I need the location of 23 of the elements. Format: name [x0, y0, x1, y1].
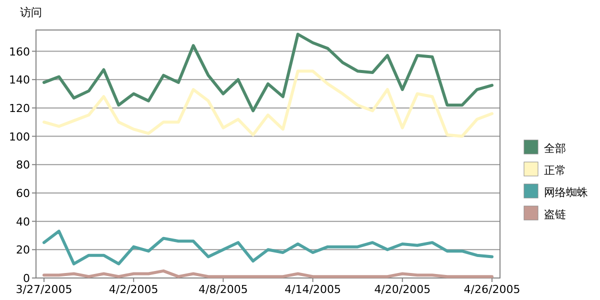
y-tick-label: 140: [9, 74, 30, 87]
line-series: [42, 230, 494, 266]
y-tick-label: 20: [16, 244, 30, 257]
legend-label: 盗链: [544, 208, 566, 221]
y-tick-label: 60: [16, 186, 30, 200]
y-tick-label: 120: [9, 102, 30, 115]
x-tick-label: 4/8/2005: [198, 283, 248, 296]
x-tick-label: 4/2/2005: [108, 283, 158, 296]
y-tick-label: 80: [16, 158, 30, 172]
line-series: [42, 32, 494, 112]
x-tick-label: 4/14/2005: [284, 283, 342, 296]
y-tick-label: 160: [9, 45, 30, 58]
legend-label: 全部: [544, 142, 566, 155]
y-tick-label: 100: [9, 130, 30, 144]
y-tick-label: 0: [23, 272, 30, 285]
x-tick-label: 4/26/2005: [464, 283, 520, 296]
line-series: [42, 70, 494, 138]
legend-label: 网络蜘蛛: [544, 186, 588, 199]
y-axis-title: 访问: [20, 6, 42, 19]
x-tick-label: 3/27/2005: [16, 283, 72, 296]
y-tick-label: 40: [16, 215, 30, 228]
legend-label: 正常: [544, 164, 566, 177]
x-tick-label: 4/20/2005: [374, 283, 431, 296]
